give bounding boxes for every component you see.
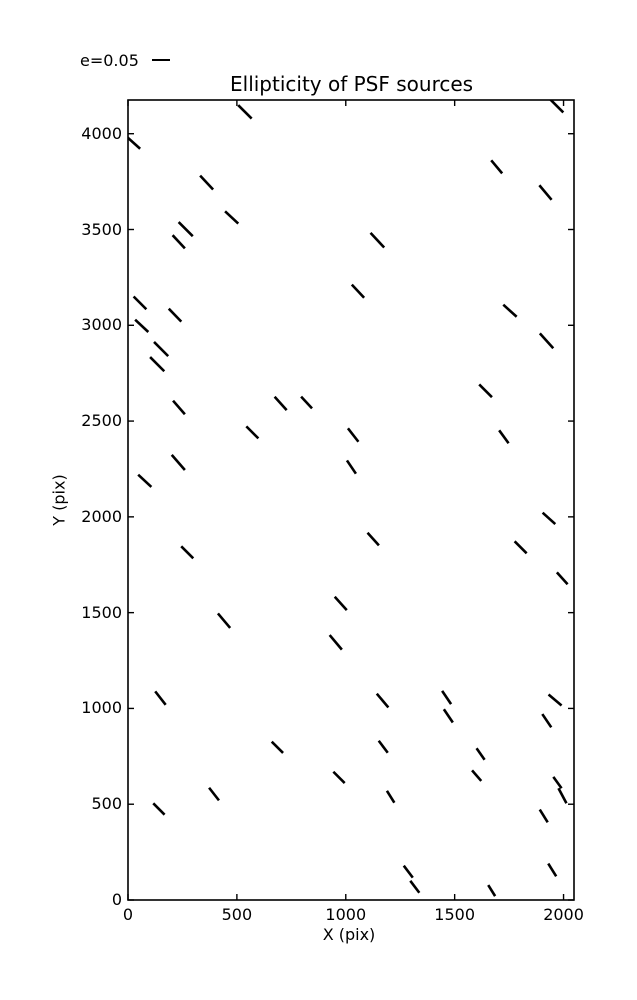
x-tick-label: 0 <box>122 905 134 924</box>
psf-ellipticity-stick <box>402 864 414 879</box>
y-tick-label: 2000 <box>81 506 122 526</box>
psf-ellipticity-stick <box>490 159 504 175</box>
psf-ellipticity-stick <box>478 383 493 399</box>
psf-ellipticity-stick <box>366 531 380 547</box>
x-tick-label: 1000 <box>325 905 367 924</box>
psf-ellipticity-stick <box>498 429 510 445</box>
psf-ellipticity-stick <box>171 234 186 250</box>
psf-ellipticity-stick <box>442 708 454 724</box>
psf-ellipticity-stick <box>170 454 186 471</box>
psf-ellipticity-stick <box>137 473 153 488</box>
y-tick-label: 2500 <box>81 411 122 431</box>
psf-ellipticity-stick <box>377 739 389 754</box>
y-tick-label: 0 <box>111 890 122 909</box>
psf-ellipticity-stick <box>369 232 386 249</box>
psf-ellipticity-stick <box>513 540 528 555</box>
psf-ellipticity-stick <box>149 356 166 373</box>
psf-ellipticity-stick <box>346 427 360 443</box>
y-tick-label: 1500 <box>81 602 122 622</box>
psf-ellipticity-stick <box>128 136 142 150</box>
psf-ellipticity-stick <box>548 100 565 114</box>
psf-ellipticity-stick <box>177 221 194 238</box>
psf-ellipticity-stick <box>167 307 183 323</box>
psf-ellipticity-stick <box>487 884 497 897</box>
psf-ellipticity-stick <box>547 862 558 877</box>
psf-ellipticity-stick <box>134 318 150 333</box>
psf-ellipticity-stick <box>385 790 396 804</box>
psf-ellipticity-stick <box>541 713 553 729</box>
psf-ellipticity-stick <box>245 425 260 440</box>
psf-ellipticity-stick <box>441 690 453 705</box>
psf-ellipticity-stick <box>475 747 486 761</box>
psf-ellipticity-stick <box>375 692 390 709</box>
psf-ellipticity-stick <box>208 786 220 802</box>
x-tick-label: 2000 <box>543 905 584 924</box>
psf-ellipticity-stick <box>224 210 240 225</box>
ellipticity-scale-legend-label: e=0.05 <box>80 51 139 70</box>
psf-ellipticity-stick <box>541 511 557 526</box>
psf-ellipticity-stick <box>328 634 343 651</box>
y-tick-label: 3500 <box>81 219 122 239</box>
psf-ellipticity-stick <box>502 303 518 318</box>
y-tick-label: 3000 <box>81 315 122 335</box>
axes-frame <box>127 99 575 901</box>
psf-ellipticity-stick <box>552 776 563 789</box>
psf-ellipticity-stick <box>199 174 215 191</box>
psf-ellipticity-stick <box>237 104 253 120</box>
axes-svg <box>127 99 575 901</box>
psf-ellipticity-stick <box>273 395 288 412</box>
psf-ellipticity-stick <box>153 341 170 358</box>
psf-ellipticity-stick <box>555 571 569 586</box>
x-axis-label: X (pix) <box>322 925 376 944</box>
plot-area <box>126 98 576 902</box>
y-tick-label: 1000 <box>81 698 122 718</box>
psf-ellipticity-stick <box>180 545 195 560</box>
x-tick-label: 1500 <box>434 905 476 924</box>
psf-ellipticity-stick <box>216 612 232 629</box>
psf-ellipticity-stick <box>300 395 313 410</box>
psf-sticks-group <box>128 100 569 897</box>
psf-ellipticity-stick <box>270 740 284 754</box>
psf-ellipticity-stick <box>172 399 186 416</box>
ellipticity-scale-legend-dash-icon <box>152 59 170 61</box>
psf-ellipticity-stick <box>538 808 549 823</box>
x-tick-label: 500 <box>221 905 253 924</box>
psf-ellipticity-stick <box>132 295 148 311</box>
psf-ellipticity-stick <box>547 693 563 707</box>
psf-ellipticity-stick <box>557 787 568 804</box>
psf-ellipticity-stick <box>152 802 166 816</box>
psf-ellipticity-stick <box>154 690 167 706</box>
y-tick-label: 500 <box>91 794 122 814</box>
psf-ellipticity-stick <box>345 459 357 475</box>
psf-ellipticity-stick <box>538 184 553 201</box>
plot-title: Ellipticity of PSF sources <box>230 72 474 96</box>
psf-ellipticity-stick <box>409 880 421 894</box>
psf-ellipticity-stick <box>333 595 348 612</box>
psf-ellipticity-stick <box>350 283 366 299</box>
psf-ellipticity-stick <box>538 332 555 350</box>
y-tick-label: 4000 <box>81 123 122 143</box>
psf-ellipticity-stick <box>332 770 346 784</box>
psf-ellipticity-stick <box>471 769 483 782</box>
